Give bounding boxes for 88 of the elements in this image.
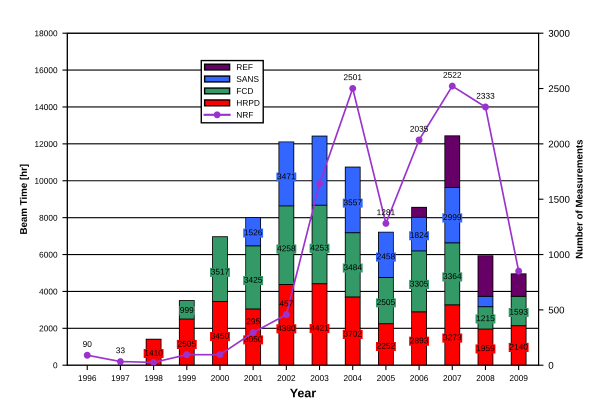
y2-tick-label: 2500 [548,85,570,92]
point [482,104,489,110]
x-tick-label: 1999 [178,375,196,382]
y-tick-label: 6000 [39,252,58,258]
y2-tick-label: 3000 [548,30,570,37]
legend-label: HRPD [236,100,260,106]
x-tick-label: 1998 [144,375,163,382]
data-label: 1593 [510,308,528,315]
point [448,82,456,90]
data-label: 3364 [443,273,462,280]
x-tick-label: 1996 [78,375,96,382]
data-label: 3484 [344,264,362,270]
point [416,136,423,144]
data-label: 295 [246,318,260,324]
x-tick-label: 2001 [244,375,262,382]
y-tick-label: 14000 [35,104,58,110]
data-label: 2999 [443,214,462,220]
y2-tick-label: 500 [548,306,564,314]
point [349,84,356,92]
y2-tick-label: 1500 [549,196,570,203]
y-tick-label: 2000 [39,326,58,332]
x-tick-label: 2009 [510,375,528,382]
data-label: 3305 [410,280,428,287]
data-label: 3702 [344,330,362,337]
data-label: 1526 [244,229,262,236]
data-label: 2252 [377,342,395,349]
x-tick-label: 1997 [112,375,130,382]
data-label: 3557 [344,199,362,206]
data-label: 2505 [178,340,196,347]
data-label: 3517 [211,268,229,275]
data-label: 4253 [310,244,328,251]
point [84,352,91,359]
data-label: 1959 [476,345,494,352]
legend-label: FCD [236,88,254,94]
data-label: 1215 [476,315,494,322]
point [216,351,224,358]
x-tick-label: 2000 [211,375,229,382]
data-label: 2522 [443,72,462,78]
y-tick-label: 10000 [35,178,58,184]
data-label: 2505 [377,299,395,306]
data-label: 3471 [277,173,296,180]
point [382,220,390,227]
x-tick-label: 2004 [344,375,362,382]
x-tick-label: 2002 [278,375,296,382]
point [183,351,190,358]
data-label: 2140 [510,344,528,350]
y-tick-label: 8000 [39,214,58,221]
x-tick-label: 2007 [443,375,462,382]
point [515,268,522,275]
point [316,180,324,188]
y-tick-label: 16000 [35,67,58,74]
data-label: 4380 [277,325,296,332]
point [250,329,257,336]
legend-label: SANS [236,76,259,82]
x-axis-title: Year [290,388,316,398]
point [116,358,124,366]
y2-tick-label: 2000 [548,140,570,148]
x-tick-label: 2008 [476,375,494,382]
y2-axis-title: Number of Measurements [575,140,583,258]
point [150,358,158,366]
y-tick-label: 18000 [35,30,58,36]
data-label: 3450 [211,332,229,339]
data-label: 1824 [410,232,428,238]
y-tick-label: 12000 [35,141,58,147]
x-tick-label: 2006 [410,375,428,382]
data-label: 999 [180,307,194,313]
legend-label: REF [236,64,253,70]
y2-tick-label: 1000 [549,251,570,258]
x-tick-label: 2003 [310,375,328,382]
data-label: 90 [82,341,92,347]
x-tick-label: 2005 [377,375,395,382]
y2-tick-label: 0 [548,362,554,369]
point [282,311,290,318]
data-label: 2501 [344,74,362,80]
data-label: 3050 [244,336,262,342]
legend-label: NRF [236,112,254,118]
data-label: 2893 [410,338,428,344]
data-label: 1410 [144,350,163,356]
data-label: 3425 [244,276,262,283]
data-label: 4421 [310,324,328,331]
data-label: 4258 [277,245,296,252]
data-label: 3273 [443,334,462,340]
y-tick-label: 4000 [39,288,58,295]
y-axis-title: Beam Time [hr] [20,164,29,234]
data-label: 33 [116,347,125,354]
data-label: 2458 [377,253,395,260]
y-tick-label: 0 [53,362,58,368]
data-label: 2333 [476,92,494,99]
